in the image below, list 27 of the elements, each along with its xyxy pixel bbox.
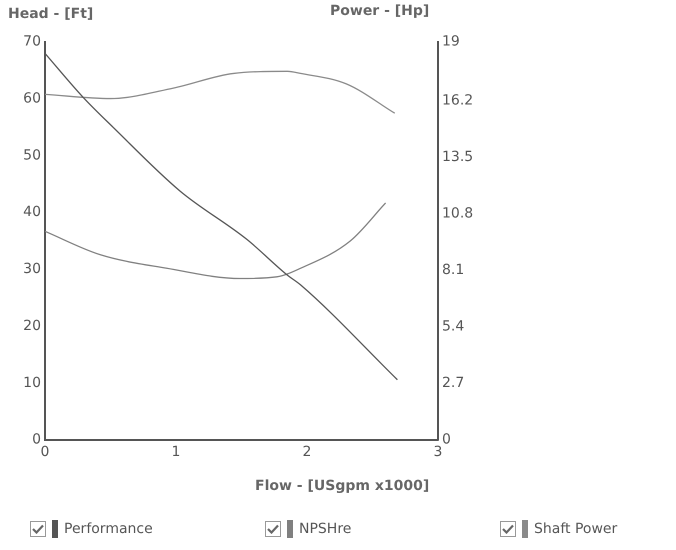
y-tick-label: 40 [23,204,41,220]
y2-tick-label: 10.8 [442,205,474,222]
y-tick-label: 30 [23,261,41,278]
y-tick-label: 20 [23,318,41,334]
y2-axis-title: Power - [Hp] [330,3,430,19]
y-tick-label: 10 [23,374,41,391]
y2-tick-label: 8.1 [442,262,464,278]
y2-tick-label: 5.4 [442,318,464,335]
y-tick-label: 0 [32,432,41,448]
x-tick-label: 3 [434,444,442,460]
y-tick-label: 50 [23,147,41,164]
y2-tick-label: 0 [442,432,451,448]
legend-label: Performance [64,521,153,537]
y-axis-title: Head - [Ft] [8,6,94,22]
line-series [45,202,386,280]
x-axis-title: Flow - [USgpm x1000] [255,478,430,494]
legend-label: Shaft Power [534,521,618,537]
y-tick-label: 60 [23,90,41,106]
y-tick-label: 70 [23,34,41,50]
y2-tick-label: 2.7 [442,375,464,392]
legend-label: NPSHre [299,521,352,537]
line-series [45,70,396,114]
y2-tick-label: 13.5 [442,148,474,165]
x-tick-label: 2 [302,444,312,460]
x-tick-label: 1 [172,444,180,460]
y2-tick-label: 19 [442,34,460,50]
y2-tick-label: 16.2 [442,92,474,108]
